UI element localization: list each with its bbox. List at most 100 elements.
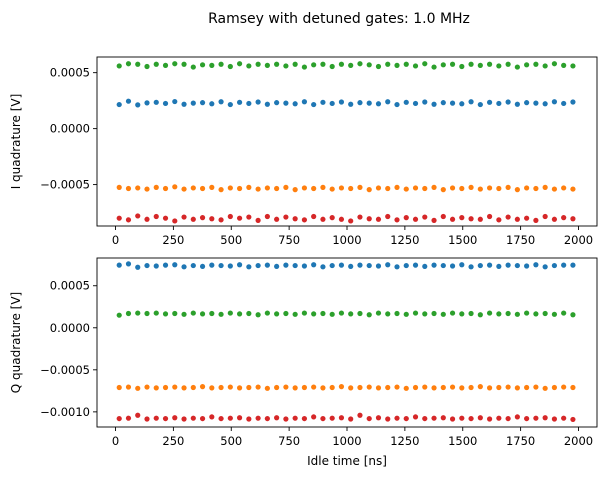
q-quadrature-point bbox=[320, 310, 326, 317]
i-quadrature-point bbox=[190, 185, 196, 191]
i-quadrature-point bbox=[209, 101, 215, 107]
i-quadrature-point bbox=[551, 61, 558, 67]
i-quadrature-point bbox=[570, 186, 576, 192]
i-quadrature-point bbox=[199, 185, 206, 192]
q-quadrature-point bbox=[348, 263, 354, 270]
q-quadrature-point bbox=[449, 310, 456, 316]
i-quadrature-point bbox=[181, 214, 187, 220]
i-quadrature-point bbox=[153, 213, 159, 220]
i-quadrature-point bbox=[561, 185, 567, 191]
q-quadrature-point bbox=[459, 415, 465, 421]
i-quadrature-point bbox=[468, 184, 474, 190]
i-quadrature-point bbox=[125, 217, 132, 223]
q-quadrature-point bbox=[357, 384, 363, 391]
q-quadrature-point bbox=[449, 384, 456, 390]
i-quadrature-point bbox=[153, 99, 159, 105]
q-quadrature-point bbox=[486, 385, 493, 391]
i-quadrature-point bbox=[570, 216, 576, 222]
q-quadrature-point bbox=[292, 415, 298, 421]
q-quadrature-point bbox=[486, 416, 493, 422]
i-quadrature-point bbox=[431, 217, 437, 223]
q-quadrature-point bbox=[283, 416, 289, 422]
q-quadrature-point bbox=[338, 415, 345, 421]
i-quadrature-point bbox=[505, 214, 511, 220]
i-quadrature-point bbox=[440, 213, 446, 220]
q-quadrature-point bbox=[570, 312, 576, 318]
q-quadrature-point bbox=[366, 384, 372, 390]
i-quadrature-point bbox=[255, 99, 261, 105]
i-quadrature-point bbox=[459, 101, 465, 107]
q-quadrature-point bbox=[236, 262, 243, 268]
q-quadrature-point bbox=[440, 384, 446, 391]
i-quadrature-point bbox=[514, 64, 520, 70]
q-quadrature-point bbox=[320, 264, 326, 270]
q-quadrature-point bbox=[274, 263, 280, 270]
q-quadrature-point bbox=[542, 385, 548, 391]
i-quadrature-point bbox=[135, 213, 141, 219]
q-quadrature-point bbox=[561, 310, 567, 316]
q-quadrature-point bbox=[412, 384, 419, 391]
i-quadrature-point bbox=[236, 215, 243, 221]
q-quadrature-point bbox=[199, 263, 206, 270]
i-quadrature-point bbox=[255, 186, 261, 192]
i-quadrature-point bbox=[449, 100, 456, 106]
i-quadrature-point bbox=[144, 216, 150, 222]
i-quadrature-point bbox=[125, 98, 132, 104]
i-quadrature-point bbox=[551, 216, 558, 222]
i-quadrature-point bbox=[144, 100, 150, 106]
i-quadrature-point bbox=[348, 101, 354, 107]
q-quadrature-point bbox=[440, 415, 446, 421]
q-quadrature-point bbox=[320, 415, 326, 422]
i-quadrature-y-tick-label: −0.0005 bbox=[40, 178, 90, 192]
i-quadrature-point bbox=[181, 61, 187, 67]
i-quadrature-point bbox=[422, 214, 428, 220]
i-quadrature-point bbox=[162, 185, 169, 192]
i-quadrature-series-1 bbox=[116, 98, 576, 108]
q-quadrature-point bbox=[385, 311, 391, 317]
q-quadrature-point bbox=[135, 385, 141, 391]
i-quadrature-point bbox=[227, 213, 233, 220]
q-quadrature-point bbox=[477, 262, 483, 269]
q-quadrature-point bbox=[412, 414, 419, 420]
q-quadrature-point bbox=[162, 384, 169, 391]
q-quadrature-point bbox=[209, 385, 215, 391]
q-quadrature-point bbox=[514, 385, 520, 391]
i-quadrature-point bbox=[199, 215, 206, 221]
q-quadrature-point bbox=[116, 384, 122, 391]
i-quadrature-series-3 bbox=[116, 61, 576, 70]
i-quadrature-point bbox=[366, 216, 372, 222]
i-quadrature-point bbox=[283, 214, 289, 220]
q-quadrature-series-4 bbox=[116, 412, 576, 423]
q-quadrature-point bbox=[264, 262, 270, 268]
q-quadrature-point bbox=[301, 310, 308, 316]
i-quadrature-point bbox=[274, 185, 280, 192]
i-quadrature-point bbox=[524, 62, 530, 68]
q-quadrature-point bbox=[403, 385, 409, 391]
i-quadrature-point bbox=[422, 99, 428, 105]
i-quadrature-series-2 bbox=[116, 184, 576, 193]
q-quadrature-point bbox=[403, 262, 409, 269]
i-quadrature-point bbox=[218, 217, 224, 223]
q-quadrature-point bbox=[375, 415, 382, 421]
i-quadrature-x-tick-label: 1250 bbox=[390, 233, 419, 247]
q-quadrature-point bbox=[357, 310, 363, 317]
q-quadrature-point bbox=[459, 262, 465, 268]
i-quadrature-point bbox=[486, 99, 493, 105]
q-quadrature-point bbox=[199, 311, 206, 317]
i-quadrature-point bbox=[135, 61, 141, 67]
q-quadrature-point bbox=[570, 262, 576, 268]
q-quadrature-point bbox=[274, 311, 280, 317]
q-quadrature-point bbox=[431, 262, 437, 268]
q-quadrature-point bbox=[320, 385, 326, 391]
i-quadrature-point bbox=[533, 217, 539, 223]
q-quadrature-point bbox=[496, 415, 502, 421]
i-quadrature-point bbox=[542, 184, 548, 190]
q-quadrature-point bbox=[116, 312, 122, 318]
q-quadrature-point bbox=[403, 311, 409, 317]
i-quadrature-point bbox=[412, 216, 419, 222]
q-quadrature-y-tick-label: 0.0005 bbox=[50, 279, 90, 293]
q-quadrature-point bbox=[292, 385, 298, 391]
panel-i-quadrature: 0 250 500 750 1000 1250 1500 1750 2000 0.0005 0.00… bbox=[9, 56, 598, 247]
q-quadrature-point bbox=[255, 415, 261, 421]
i-quadrature-point bbox=[116, 101, 122, 108]
